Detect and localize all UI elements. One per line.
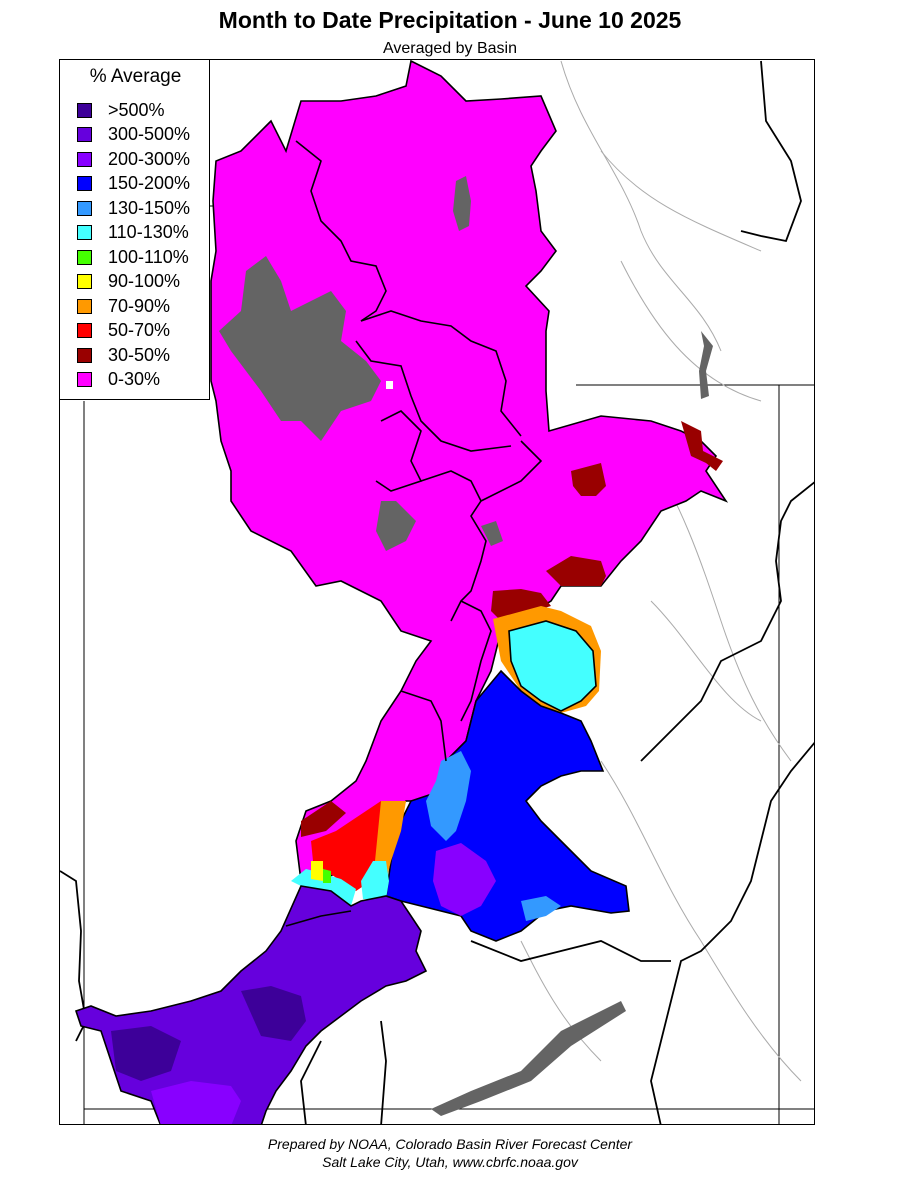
boundary-south-3 — [300, 1040, 322, 1124]
lake-powell — [431, 1001, 626, 1116]
legend-swatch — [77, 372, 92, 387]
reservoirs — [431, 331, 713, 1116]
boundary-south-2 — [380, 1020, 387, 1124]
patch-30-50-ne — [681, 421, 723, 471]
patch-over-500-west — [111, 1026, 181, 1081]
legend-label: 150-200% — [108, 173, 191, 193]
legend-label: 90-100% — [108, 271, 181, 291]
lakes — [219, 176, 503, 551]
patch-over-500-mid — [241, 986, 306, 1041]
south-mixed-strip — [291, 801, 406, 906]
reservoir-east — [699, 331, 713, 399]
utah-lake — [376, 501, 416, 551]
river-2 — [600, 150, 762, 252]
legend-item: 30-50% — [77, 343, 170, 367]
boundary-east-2 — [650, 741, 814, 1124]
legend-label: >500% — [108, 99, 165, 120]
lake-small-1 — [481, 521, 503, 546]
boundary-south-1 — [470, 940, 671, 962]
river-6 — [520, 940, 602, 1062]
legend-swatch — [77, 127, 92, 142]
legend-swatch — [77, 225, 92, 240]
legend-item: 130-150% — [77, 196, 190, 220]
zone-130-150-south — [521, 896, 561, 921]
legend-swatch — [77, 102, 92, 118]
basin-line-5 — [420, 470, 487, 622]
boundary-ne — [740, 60, 802, 243]
map-frame — [59, 59, 815, 1125]
basin-boundaries — [285, 140, 543, 927]
basin-line-1 — [295, 140, 387, 322]
great-salt-lake — [219, 256, 381, 441]
legend-swatch — [77, 274, 92, 289]
boundary-east-1 — [640, 481, 814, 762]
patch-30-50-white — [491, 589, 551, 621]
basin-line-7 — [460, 600, 492, 722]
basin-line-3 — [355, 340, 512, 452]
outside-basin-lines — [60, 60, 814, 1124]
legend-label: 130-150% — [108, 197, 191, 218]
legend-swatch — [77, 347, 92, 363]
legend-swatch — [77, 323, 92, 338]
zone-30-50 — [301, 421, 723, 837]
legend-label: 200-300% — [108, 148, 191, 169]
river-3 — [620, 260, 762, 402]
basin-line-6 — [480, 440, 543, 502]
legend-label: 50-70% — [108, 320, 171, 340]
basin-map — [60, 60, 814, 1124]
legend-title: % Average — [89, 66, 182, 87]
patch-30-50-yampa — [571, 463, 606, 496]
legend-item: >500% — [77, 98, 165, 122]
credit-line-1: Prepared by NOAA, Colorado Basin River F… — [267, 1136, 633, 1152]
zone-over-500 — [111, 986, 306, 1081]
basin-line-8 — [400, 690, 447, 762]
legend-label: 70-90% — [108, 295, 171, 316]
legend-label: 300-500% — [108, 124, 191, 144]
zone-200-300-south — [151, 1081, 241, 1124]
river-5 — [600, 760, 802, 1082]
river-7 — [650, 600, 762, 722]
zone-110-130-strip — [361, 861, 389, 899]
basin-line-2 — [360, 310, 522, 437]
zone-90-100 — [311, 861, 323, 881]
legend-label: 110-130% — [108, 222, 189, 242]
legend-swatch — [77, 298, 92, 314]
basin-line-9 — [285, 910, 352, 927]
patch-30-50-sw — [301, 801, 346, 837]
legend-swatch — [77, 200, 92, 216]
legend-item: 50-70% — [77, 319, 170, 343]
credit-line-2: Salt Lake City, Utah, www.cbrfc.noaa.gov — [322, 1154, 578, 1170]
lake-north — [453, 176, 471, 231]
legend-swatch — [77, 176, 92, 191]
basin-line-4 — [375, 410, 423, 492]
legend-label: 0-30% — [108, 369, 161, 389]
legend-label: 100-110% — [108, 246, 189, 267]
map-subtitle: Averaged by Basin — [382, 40, 517, 57]
legend-item: 100-110% — [77, 245, 189, 269]
zone-100-110 — [323, 869, 331, 883]
legend-item: 90-100% — [77, 270, 180, 294]
legend-item: 70-90% — [77, 294, 170, 318]
legend-label: 30-50% — [108, 344, 171, 365]
patch-30-50-south — [546, 556, 606, 586]
legend-item: 0-30% — [77, 368, 160, 392]
legend-swatch — [77, 249, 92, 265]
legend-swatch — [77, 151, 92, 167]
legend: % Average >500% 300-500% 200-300% 150-200% 1… — [59, 59, 210, 400]
zone-130-150 — [426, 751, 471, 841]
lake-small-white — [386, 381, 393, 389]
zone-200-300-inset — [433, 843, 496, 916]
legend-item: 150-200% — [77, 172, 190, 196]
map-title: Month to Date Precipitation - June 10 20… — [218, 7, 682, 33]
river-1 — [560, 60, 722, 352]
legend-item: 110-130% — [77, 221, 189, 245]
legend-item: 300-500% — [77, 123, 190, 147]
zone-110-130 — [508, 620, 597, 712]
legend-item: 200-300% — [77, 147, 190, 171]
